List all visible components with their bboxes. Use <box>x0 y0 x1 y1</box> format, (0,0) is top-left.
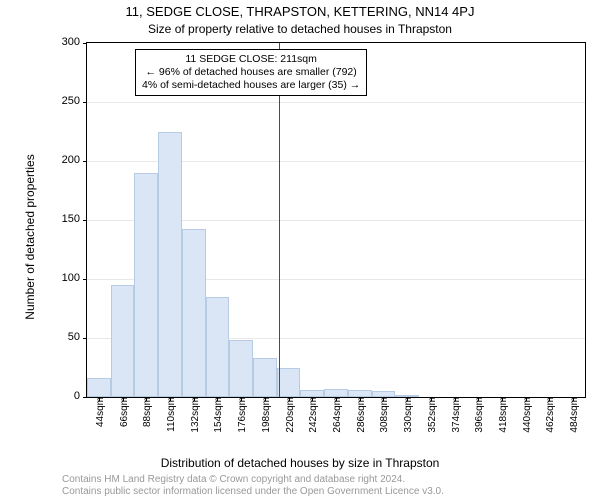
footer-line1: Contains HM Land Registry data © Crown c… <box>62 474 444 486</box>
xtick-label: 418sqm <box>498 397 509 433</box>
histogram-bar <box>253 358 277 397</box>
gridline <box>87 102 585 103</box>
x-axis-label: Distribution of detached houses by size … <box>0 456 600 470</box>
ytick-mark <box>83 220 87 221</box>
chart-title-main: 11, SEDGE CLOSE, THRAPSTON, KETTERING, N… <box>0 4 600 19</box>
histogram-bar <box>87 378 111 397</box>
footer-attribution: Contains HM Land Registry data © Crown c… <box>62 474 444 498</box>
annotation-line1: 11 SEDGE CLOSE: 211sqm <box>142 53 360 66</box>
xtick-label: 220sqm <box>285 397 296 433</box>
xtick-label: 198sqm <box>261 397 272 433</box>
xtick-label: 308sqm <box>379 397 390 433</box>
histogram-bar <box>348 390 372 397</box>
xtick-label: 66sqm <box>119 397 130 427</box>
ytick-mark <box>83 279 87 280</box>
ytick-mark <box>83 102 87 103</box>
histogram-bar <box>324 389 348 397</box>
ytick-label: 50 <box>68 331 80 343</box>
xtick-label: 396sqm <box>474 397 485 433</box>
xtick-label: 88sqm <box>142 397 153 427</box>
xtick-label: 44sqm <box>95 397 106 427</box>
ytick-label: 0 <box>74 390 80 402</box>
histogram-bar <box>206 297 230 397</box>
annotation-line2: ← 96% of detached houses are smaller (79… <box>142 66 360 79</box>
xtick-label: 176sqm <box>237 397 248 433</box>
ytick-mark <box>83 161 87 162</box>
ytick-label: 150 <box>62 213 80 225</box>
xtick-label: 374sqm <box>451 397 462 433</box>
ytick-label: 250 <box>62 95 80 107</box>
xtick-label: 132sqm <box>190 397 201 433</box>
histogram-bar <box>158 132 182 398</box>
plot-area: 44sqm66sqm88sqm110sqm132sqm154sqm176sqm1… <box>86 42 586 398</box>
histogram-bar <box>300 390 324 397</box>
ytick-mark <box>83 397 87 398</box>
xtick-label: 462sqm <box>545 397 556 433</box>
xtick-label: 330sqm <box>403 397 414 433</box>
chart-title-sub: Size of property relative to detached ho… <box>0 22 600 36</box>
annotation-box: 11 SEDGE CLOSE: 211sqm ← 96% of detached… <box>135 49 367 96</box>
xtick-label: 286sqm <box>356 397 367 433</box>
histogram-bar <box>229 340 253 397</box>
chart-container: { "titles": { "main": "11, SEDGE CLOSE, … <box>0 0 600 500</box>
xtick-label: 352sqm <box>427 397 438 433</box>
annotation-line3: 4% of semi-detached houses are larger (3… <box>142 79 360 92</box>
ytick-mark <box>83 43 87 44</box>
xtick-label: 110sqm <box>166 397 177 432</box>
histogram-bar <box>277 368 301 398</box>
xtick-label: 440sqm <box>522 397 533 433</box>
histogram-bar <box>111 285 135 397</box>
histogram-bar <box>182 229 206 397</box>
ytick-label: 300 <box>62 36 80 48</box>
ytick-label: 100 <box>62 272 80 284</box>
xtick-label: 264sqm <box>332 397 343 433</box>
footer-line2: Contains public sector information licen… <box>62 486 444 498</box>
xtick-label: 242sqm <box>308 397 319 433</box>
ytick-label: 200 <box>62 154 80 166</box>
y-axis-label: Number of detached properties <box>23 67 37 407</box>
histogram-bar <box>134 173 158 397</box>
ytick-mark <box>83 338 87 339</box>
xtick-label: 484sqm <box>569 397 580 433</box>
xtick-label: 154sqm <box>213 397 224 433</box>
